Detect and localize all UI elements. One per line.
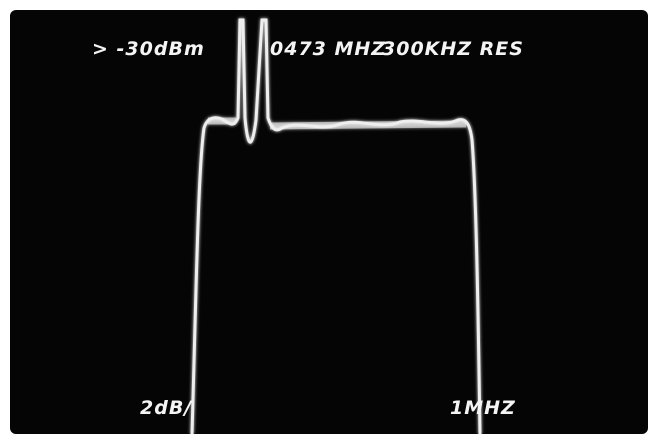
scale: 2dB/ <box>140 397 193 419</box>
span: 1MHZ <box>450 397 516 419</box>
resolution: 300KHZ RES <box>382 38 524 60</box>
reference-level: > -30dBm <box>92 38 205 60</box>
display <box>10 10 648 434</box>
trace <box>190 18 482 435</box>
center-frequency: 0473 MHZ <box>270 38 386 60</box>
